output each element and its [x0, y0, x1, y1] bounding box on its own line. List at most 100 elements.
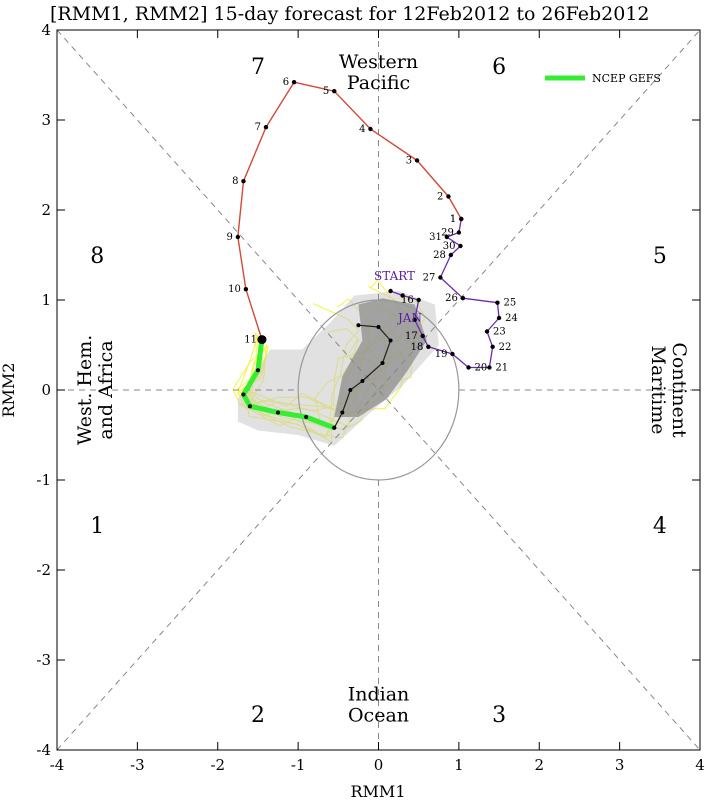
chart-title: [RMM1, RMM2] 15-day forecast for 12Feb20…: [50, 3, 650, 25]
region-label-bottom: Indian: [348, 684, 410, 706]
region-label-left: and Africa: [95, 340, 117, 439]
region-label-right: Continent: [668, 342, 690, 438]
forecast-point: [446, 194, 451, 199]
x-tick-label: -4: [50, 756, 65, 774]
region-label-right: Maritime: [647, 346, 669, 435]
forecast-point: [414, 158, 420, 163]
region-label-bottom: Ocean: [348, 705, 409, 727]
phase-number: 1: [90, 514, 104, 539]
x-tick-label: -3: [130, 756, 145, 774]
gefs-inner-point: [332, 425, 337, 430]
trajectories: [235, 80, 502, 431]
observed-day-label: 18: [411, 342, 424, 353]
observed-point: [420, 333, 425, 339]
gefs-point: [247, 404, 252, 409]
observed-day-label: 22: [499, 342, 512, 353]
observed-point: [466, 365, 471, 370]
forecast-point: [332, 89, 337, 94]
forecast-point: [241, 179, 246, 184]
observed-day-label: 24: [505, 313, 518, 324]
region-label-left: West. Hem.: [74, 335, 96, 446]
phase-number: 8: [90, 244, 104, 269]
x-tick-label: -2: [210, 756, 225, 774]
observed-point: [426, 344, 431, 349]
phase-number: 6: [492, 55, 506, 80]
y-tick-label: 0: [41, 381, 51, 399]
gefs-inner-line: [333, 324, 392, 429]
y-tick-label: -4: [36, 741, 51, 759]
forecast-point: [263, 125, 269, 130]
forecast-end-marker: [257, 335, 267, 345]
observed-point: [400, 293, 405, 298]
phase-numbers: 7 68 51 42 3: [90, 55, 667, 728]
gefs-inner-point: [348, 388, 353, 392]
forecast-day-label: 8: [232, 176, 238, 187]
observed-point: [448, 252, 454, 258]
forecast-day-label: 5: [323, 86, 329, 97]
observed-point: [456, 230, 462, 235]
forecast-day-label: 7: [255, 122, 261, 133]
observed-day-label: 31: [429, 232, 442, 243]
forecast-point: [243, 287, 249, 292]
observed-day-label: 25: [503, 298, 516, 309]
gefs-point: [276, 410, 281, 415]
observed-day-label: 23: [493, 327, 506, 338]
observed-day-label: 29: [441, 228, 454, 239]
y-tick-label: 3: [41, 111, 51, 129]
phase-number: 4: [653, 514, 667, 539]
x-tick-label: 1: [454, 756, 464, 774]
ensemble-spread: [237, 291, 439, 446]
gefs-inner-point: [356, 323, 361, 328]
x-tick-label: 4: [695, 756, 705, 774]
legend-label-gefs: NCEP GEFS: [592, 72, 661, 85]
phase-guides: [56, 29, 701, 751]
x-tick-label: 0: [374, 756, 384, 774]
observed-day-label: 26: [445, 293, 458, 304]
forecast-day-label: 9: [226, 232, 232, 243]
gefs-inner-point: [340, 410, 345, 415]
observed-point: [444, 234, 450, 240]
legend: NCEP GEFS: [545, 72, 661, 85]
observed-point: [412, 317, 417, 322]
forecast-day-label: 1: [450, 214, 456, 225]
forecast-day-label: 3: [406, 156, 412, 167]
observed-day-label: 1: [450, 214, 456, 225]
forecast-point: [368, 126, 373, 132]
x-tick-label: 3: [615, 756, 625, 774]
observed-point: [460, 296, 466, 301]
gefs-inner-point: [376, 325, 381, 329]
region-label-top: Pacific: [347, 72, 410, 94]
observed-point: [490, 344, 495, 349]
observed-point: [495, 300, 500, 305]
observed-point: [388, 288, 393, 294]
gefs-point: [255, 368, 260, 373]
diagonal-guide: [56, 29, 701, 751]
forecast-point: [235, 234, 241, 240]
observed-day-label: 27: [423, 273, 436, 284]
forecast-day-label: 10: [228, 284, 241, 295]
observed-point: [484, 329, 490, 334]
diagonal-guide: [56, 29, 701, 751]
phase-number: 5: [653, 244, 667, 269]
y-tick-label: -3: [36, 651, 51, 669]
y-tick-label: 2: [41, 201, 51, 219]
observed-day-label: 16: [401, 295, 414, 306]
observed-point: [496, 315, 502, 321]
forecast-point: [291, 80, 297, 85]
y-tick-label: 1: [41, 291, 51, 309]
observed-day-label: 20: [475, 363, 488, 374]
jan-marker-label: JAN: [396, 311, 422, 325]
forecast-point: [459, 216, 464, 222]
y-axis-label: RMM2: [0, 363, 18, 418]
gefs-inner-point: [388, 338, 393, 343]
gefs-point: [241, 392, 246, 397]
phase-number: 7: [251, 55, 265, 80]
phase-number: 3: [492, 703, 506, 728]
observed-day-label: 28: [433, 250, 446, 261]
phase-number: 2: [251, 703, 265, 728]
forecast-day-label: 2: [437, 192, 443, 203]
forecast-day-label: 4: [359, 124, 365, 135]
gefs-point: [304, 415, 309, 419]
